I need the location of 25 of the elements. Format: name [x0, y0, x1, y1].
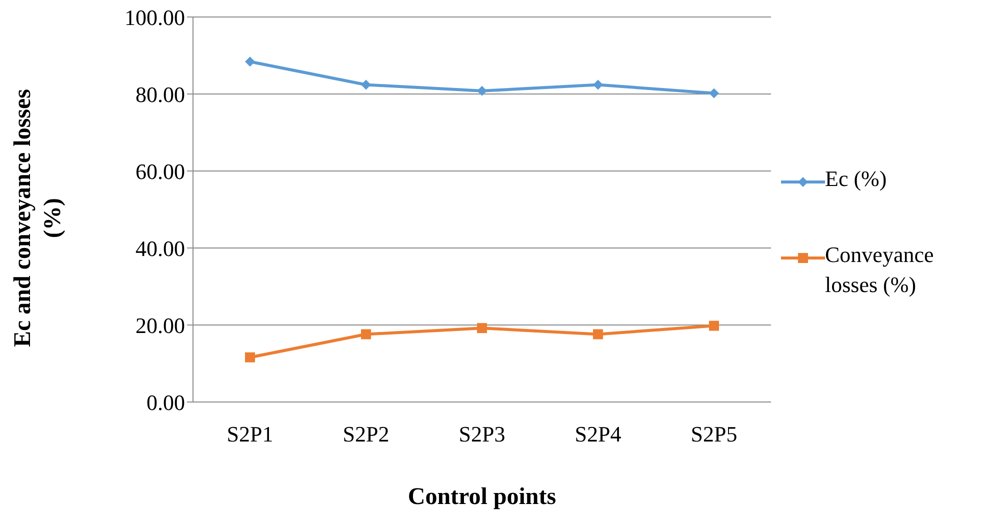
y-tick-label: 100.00	[124, 4, 185, 30]
x-tick-label: S2P1	[226, 422, 274, 447]
point	[593, 329, 603, 340]
y-tick-label: 80.00	[136, 82, 185, 107]
point	[361, 329, 371, 340]
x-tick-label: S2P4	[574, 422, 622, 447]
legend-label: Conveyance losses (%)	[825, 241, 935, 299]
y-tick-label: 60.00	[136, 158, 185, 184]
x-tick-label: S2P3	[458, 422, 506, 447]
point	[361, 80, 371, 90]
point	[477, 86, 487, 96]
x-tick-label: S2P2	[342, 422, 390, 447]
legend-label: Ec (%)	[825, 165, 887, 193]
point	[593, 80, 603, 90]
y-tick-label: 0.00	[146, 390, 185, 415]
x-axis-title: Control points	[408, 484, 556, 510]
point	[245, 352, 255, 362]
point	[245, 56, 255, 67]
point	[709, 320, 719, 331]
y-tick-label: 20.00	[136, 312, 185, 338]
x-tick-label: S2P5	[690, 422, 738, 447]
point	[709, 88, 719, 98]
point	[477, 323, 487, 334]
y-axis-title: Ec and conveyance losses (%)	[9, 88, 67, 348]
y-tick-label: 40.00	[136, 236, 185, 261]
